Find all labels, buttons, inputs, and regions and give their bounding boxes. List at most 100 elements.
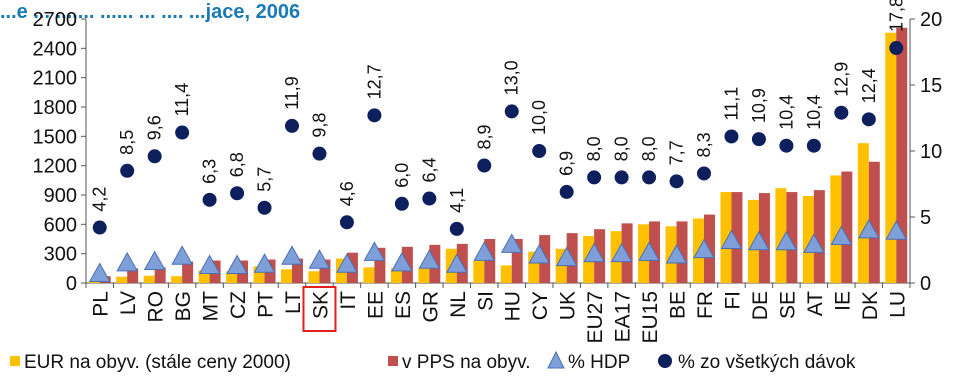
category-label-pt: PT	[255, 291, 278, 318]
data-label-davky-eu15: 8,0	[639, 136, 659, 161]
marker-davky-dk	[861, 112, 876, 127]
data-label-davky-se: 10,4	[776, 95, 796, 130]
marker-hdp-fr	[693, 238, 715, 259]
data-label-davky-it: 4,6	[337, 181, 357, 206]
marker-davky-cz	[230, 186, 245, 201]
bar-pps-lv	[127, 268, 139, 283]
category-label-ee: EE	[364, 291, 387, 319]
marker-hdp-cy	[528, 243, 551, 264]
legend-pps-swatch	[388, 356, 398, 366]
category-label-lv: LV	[117, 291, 140, 315]
bar-eur-ie	[830, 175, 842, 283]
data-label-davky-uk: 6,9	[557, 151, 577, 176]
marker-davky-hu	[504, 104, 519, 119]
marker-hdp-dk	[857, 218, 880, 239]
marker-hdp-ro	[143, 250, 166, 271]
bar-pps-de	[758, 193, 770, 283]
marker-davky-eu27	[587, 170, 602, 185]
marker-hdp-at	[803, 233, 825, 253]
marker-hdp-eu15	[638, 241, 660, 261]
bar-eur-cz	[226, 271, 238, 283]
category-label-uk: UK	[557, 291, 580, 320]
bar-eur-hu	[500, 265, 512, 283]
bar-eur-fi	[720, 192, 732, 283]
marker-hdp-eu27	[583, 242, 605, 263]
bar-eur-lv	[116, 276, 128, 283]
marker-hdp-bg	[171, 245, 193, 265]
category-label-ro: RO	[145, 291, 168, 323]
marker-davky-ee	[367, 108, 382, 123]
category-label-ea17: EA17	[612, 291, 635, 342]
bar-pps-be	[676, 221, 688, 283]
data-label-davky-si: 8,9	[474, 124, 494, 149]
category-label-eu15: EU15	[639, 291, 662, 344]
bar-eur-at	[802, 195, 814, 283]
marker-davky-fi	[724, 129, 739, 144]
category-label-nl: NL	[447, 291, 470, 318]
marker-davky-it	[339, 215, 354, 230]
category-label-gr: GR	[419, 291, 442, 323]
marker-hdp-nl	[445, 253, 468, 273]
bar-pps-ie	[841, 171, 853, 283]
bar-eur-mt	[198, 270, 210, 283]
right-tick-label: 0	[920, 273, 931, 295]
legend-hdp-label: % HDP	[568, 352, 630, 373]
legend-eur-label: EUR na obyv. (stále ceny 2000)	[24, 352, 291, 373]
data-label-davky-de: 10,9	[749, 88, 769, 123]
bar-eur-lt	[281, 269, 292, 283]
category-label-it: IT	[337, 291, 360, 310]
marker-hdp-cz	[226, 254, 248, 275]
bar-pps-se	[786, 192, 798, 283]
category-label-hu: HU	[502, 291, 525, 321]
legend-davky-swatch	[658, 354, 672, 368]
marker-davky-cy	[532, 144, 547, 158]
bar-eur-ee	[363, 267, 375, 283]
bar-eur-bg	[171, 276, 183, 283]
data-label-davky-lv: 8,5	[117, 130, 137, 155]
bar-pps-ee	[374, 247, 386, 283]
bar-pps-dk	[868, 161, 880, 283]
category-label-se: SE	[776, 291, 799, 319]
category-label-mt: MT	[200, 291, 223, 321]
marker-hdp-sk	[308, 249, 331, 269]
marker-hdp-ea17	[610, 242, 633, 263]
data-label-davky-lt: 11,9	[282, 76, 302, 110]
bar-eur-gr	[418, 268, 430, 283]
marker-hdp-hu	[500, 233, 523, 253]
data-label-davky-pt: 5,7	[255, 167, 275, 192]
bar-eur-se	[775, 188, 787, 283]
marker-hdp-se	[775, 230, 798, 251]
marker-davky-se	[779, 138, 794, 153]
data-label-davky-ie: 12,9	[831, 62, 851, 97]
category-label-cy: CY	[529, 291, 552, 320]
marker-hdp-si	[473, 241, 496, 261]
left-tick-label: 1800	[33, 97, 78, 119]
data-label-davky-dk: 12,4	[859, 68, 879, 103]
category-label-lt: LT	[282, 291, 305, 314]
data-label-davky-sk: 9,8	[309, 113, 329, 138]
legend-eur-swatch	[10, 356, 20, 366]
marker-hdp-be	[665, 243, 688, 264]
category-label-fr: FR	[694, 291, 717, 319]
marker-hdp-pt	[253, 253, 276, 273]
category-label-dk: DK	[859, 291, 882, 320]
marker-davky-ie	[834, 105, 849, 120]
bar-pps-si	[484, 239, 496, 283]
data-label-davky-hu: 13,0	[502, 60, 522, 95]
category-label-es: ES	[392, 291, 415, 319]
category-label-si: SI	[474, 291, 497, 311]
bar-eur-pt	[253, 266, 265, 283]
left-tick-label: 2400	[33, 38, 78, 60]
marker-hdp-uk	[555, 246, 578, 267]
category-label-lu: LU	[886, 291, 909, 318]
marker-hdp-fi	[720, 229, 743, 249]
data-label-davky-eu27: 8,0	[584, 136, 604, 161]
category-label-cz: CZ	[227, 291, 250, 319]
category-label-eu27: EU27	[584, 291, 607, 344]
bar-eur-dk	[857, 143, 869, 283]
marker-hdp-gr	[418, 249, 441, 269]
marker-davky-de	[751, 132, 766, 147]
left-tick-label: 2100	[33, 68, 78, 90]
marker-davky-ro	[147, 149, 162, 164]
marker-hdp-lu	[885, 220, 908, 240]
